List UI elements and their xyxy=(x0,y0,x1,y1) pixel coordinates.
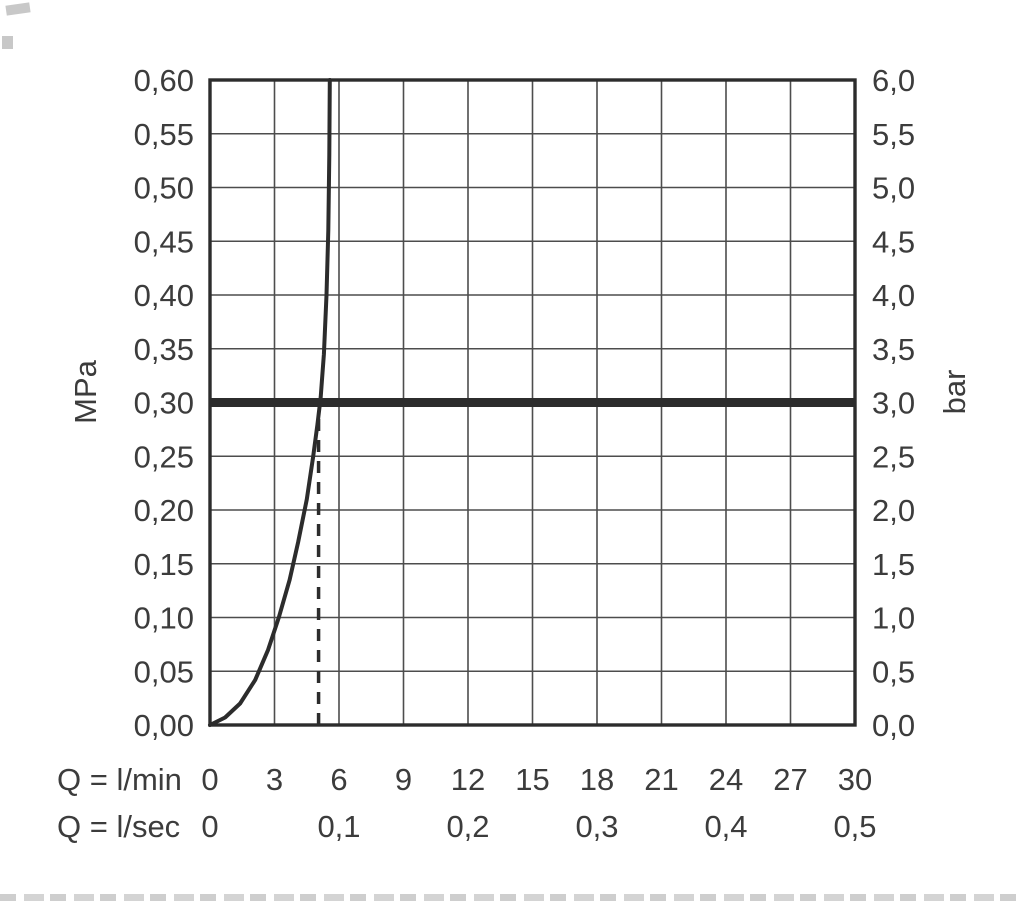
y-right-tick-label: 4,0 xyxy=(872,278,915,313)
y-right-tick-label: 1,0 xyxy=(872,601,915,636)
x-lsec-tick-label: 0,4 xyxy=(704,809,747,844)
y-left-axis-title: MPa xyxy=(68,359,103,424)
y-left-tick-label: 0,15 xyxy=(134,547,194,582)
y-right-axis-title: bar xyxy=(937,370,972,415)
y-right-tick-label: 1,5 xyxy=(872,547,915,582)
y-left-tick-label: 0,55 xyxy=(134,117,194,152)
x-lmin-tick-label: 12 xyxy=(451,762,485,797)
x-lmin-tick-label: 9 xyxy=(395,762,412,797)
x-lmin-tick-label: 21 xyxy=(644,762,678,797)
x-lsec-tick-label: 0,3 xyxy=(575,809,618,844)
y-right-tick-label: 2,0 xyxy=(872,493,915,528)
y-right-tick-label: 3,5 xyxy=(872,332,915,367)
y-right-tick-label: 0,0 xyxy=(872,708,915,743)
x-lsec-tick-label: 0,5 xyxy=(833,809,876,844)
x-lmin-tick-label: 27 xyxy=(773,762,807,797)
y-left-tick-label: 0,25 xyxy=(134,439,194,474)
y-left-tick-label: 0,40 xyxy=(134,278,194,313)
y-left-tick-label: 0,45 xyxy=(134,224,194,259)
x-lmin-tick-label: 30 xyxy=(838,762,872,797)
x-lmin-tick-label: 15 xyxy=(515,762,549,797)
y-left-tick-label: 0,10 xyxy=(134,601,194,636)
y-right-tick-label: 3,0 xyxy=(872,386,915,421)
y-left-tick-label: 0,05 xyxy=(134,654,194,689)
x-lmin-tick-label: 18 xyxy=(580,762,614,797)
y-left-tick-label: 0,30 xyxy=(134,386,194,421)
y-right-tick-label: 0,5 xyxy=(872,654,915,689)
flow-curve xyxy=(208,78,332,727)
y-left-tick-label: 0,00 xyxy=(134,708,194,743)
y-left-tick-label: 0,60 xyxy=(134,63,194,98)
scan-artifact xyxy=(2,36,13,49)
x-lmin-tick-label: 0 xyxy=(201,762,218,797)
x-lsec-tick-label: 0 xyxy=(201,809,218,844)
plot-border xyxy=(208,78,857,727)
tick-labels: 0,000,050,100,150,200,250,300,350,400,45… xyxy=(134,63,915,844)
x-lsec-tick-label: 0,1 xyxy=(317,809,360,844)
y-right-tick-label: 2,5 xyxy=(872,439,915,474)
y-right-tick-label: 6,0 xyxy=(872,63,915,98)
x-lmin-tick-label: 3 xyxy=(266,762,283,797)
y-right-tick-label: 5,5 xyxy=(872,117,915,152)
y-right-tick-label: 5,0 xyxy=(872,171,915,206)
scan-artifact-strip xyxy=(0,894,1024,901)
y-right-tick-label: 4,5 xyxy=(872,224,915,259)
x-axis-row1-title: Q = l/min xyxy=(57,762,182,797)
chart-marks xyxy=(208,78,857,727)
y-left-tick-label: 0,35 xyxy=(134,332,194,367)
x-lsec-tick-label: 0,2 xyxy=(446,809,489,844)
y-left-tick-label: 0,50 xyxy=(134,171,194,206)
x-lmin-tick-label: 6 xyxy=(330,762,347,797)
x-axis-row2-title: Q = l/sec xyxy=(57,809,180,844)
x-lmin-tick-label: 24 xyxy=(709,762,743,797)
y-left-tick-label: 0,20 xyxy=(134,493,194,528)
